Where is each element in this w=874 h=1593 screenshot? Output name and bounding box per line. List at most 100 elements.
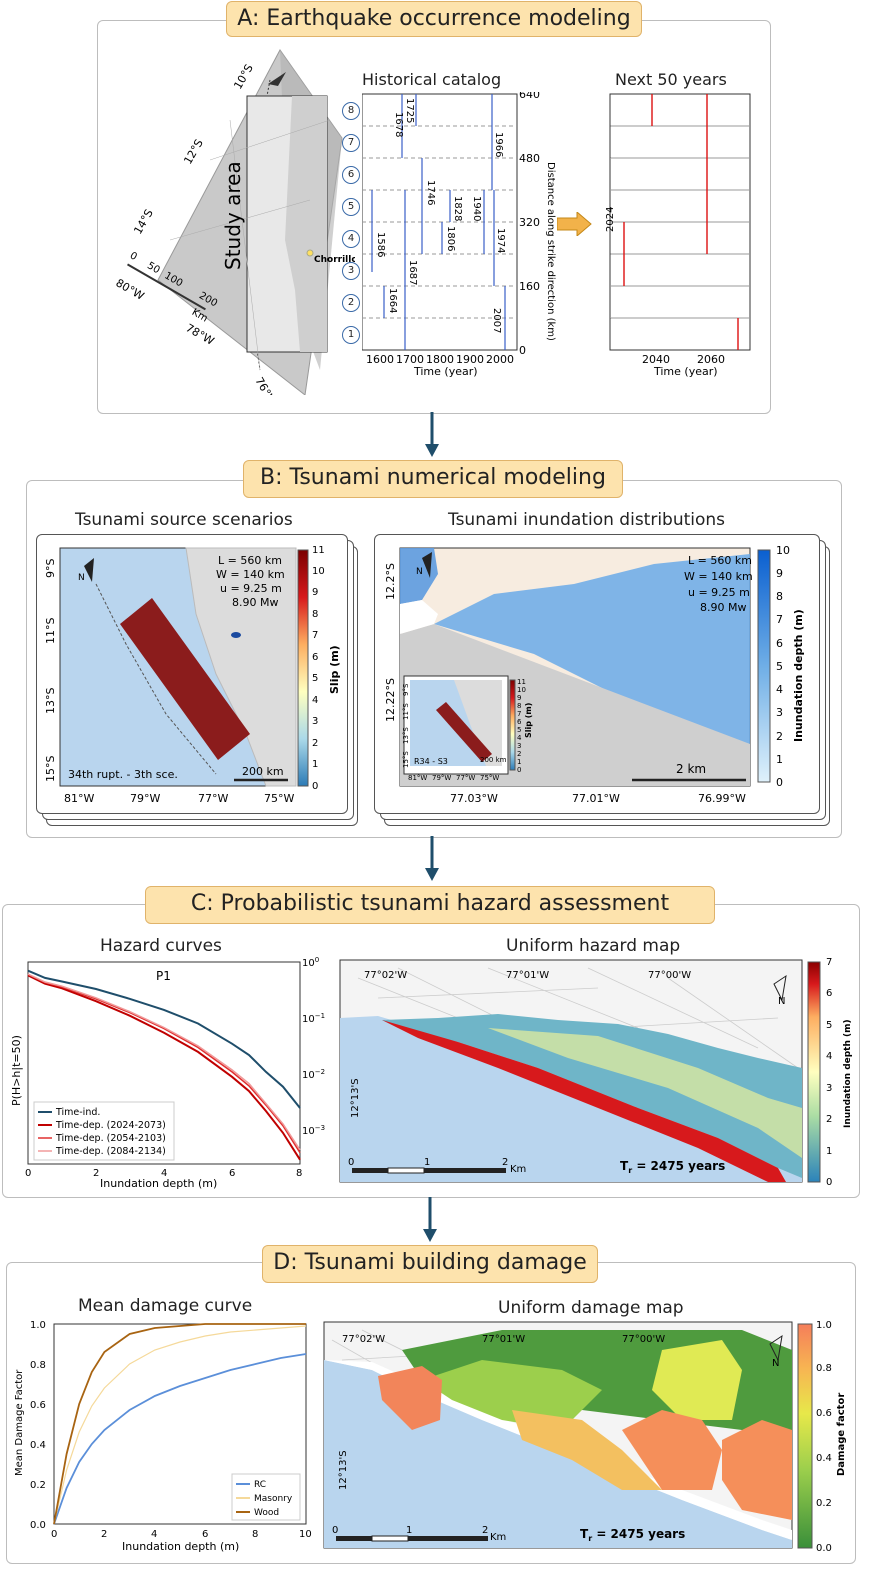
series-rc [53,1353,307,1525]
damage-zone-mixed [512,1410,662,1490]
segment-circle-2: 2 [342,294,360,312]
damage-legend-masonry: Masonry [254,1494,293,1504]
hazard-ytick-1e-3: 10−3 [302,1124,325,1137]
damage-curve-title: Mean damage curve [78,1296,253,1316]
event-label-1725: 1725 [404,98,415,123]
historical-catalog-chart: 1586 1664 1678 1687 1725 1746 1806 1828 … [362,92,556,377]
north-label: N [416,567,423,577]
coast-land [285,96,327,352]
north-arrow-icon [84,558,94,582]
inun-cb-tick-2: 2 [776,730,783,743]
damage-rp-sub: r [588,1534,592,1543]
section-b-title: B: Tsunami numerical modeling [243,460,623,498]
forecast-title: Next 50 years [615,70,727,89]
damage-scale-unit: Km [490,1532,506,1543]
event-label-1940: 1940 [471,196,482,221]
catalog-ytick-480: 480 [519,152,540,165]
lon-label-76w: 76°W [252,375,279,395]
inun-cb-tick-7: 7 [776,613,783,626]
hazard-cb-tick-5: 5 [826,1020,832,1031]
damage-rp-value: = 2475 years [592,1527,685,1541]
catalog-xtick-1900: 1900 [456,353,484,366]
hazard-cb-tick-0: 0 [826,1177,832,1188]
inun-cb-tick-6: 6 [776,637,783,650]
svg-text:Tr = 2475 years: Tr = 2475 years [580,1527,685,1543]
hazard-inundation-zone [382,1014,802,1178]
hazard-legend-1: Time-dep. (2024-2073) [55,1120,166,1131]
hazard-ytick-1e-2: 10−2 [302,1068,325,1081]
inset-cb-tick-3: 3 [517,742,521,750]
hazard-cb-tick-6: 6 [826,988,832,999]
hazard-cb-tick-3: 3 [826,1083,832,1094]
north-label: N [78,573,85,583]
damage-series-group [53,1323,307,1525]
damage-scale-bar: 0 1 2 Km [332,1525,506,1543]
inset-xtick-75w: 75°W [480,774,499,782]
hazard-cb-tick-2: 2 [826,1114,832,1125]
inundation-colorbar [757,549,771,783]
slip-colorbar-label: Slip (m) [328,645,341,694]
hazard-map-lon-3: 77°00'W [648,970,691,981]
lat-label-14s: 14°S [131,207,156,236]
series-time-dep-2024-2073- [27,974,301,1161]
catalog-xtick-1700: 1700 [396,353,424,366]
hazard-legend-3: Time-dep. (2084-2134) [55,1146,166,1157]
lon-label-80w: 80°W [114,276,147,303]
chorrillos-marker [306,249,314,257]
hazard-ytick-1e0: 100 [302,956,319,969]
inun-cb-tick-1: 1 [776,753,783,766]
inundation-map: R34 - S3 200 km Slip (m) 0 1 2 3 4 5 6 7… [384,544,805,805]
slip-tick-9: 9 [312,587,318,598]
forecast-chart: 2024 2040 2060 Time (year) [605,93,751,377]
series-wood [53,1323,306,1525]
catalog-title: Historical catalog [362,70,502,89]
damage-map-lat: 12°13'S [338,1450,349,1490]
hazard-map-lon-1: 77°02'W [364,970,407,981]
event-label-1828: 1828 [452,196,463,221]
hazard-map-north: N [778,996,785,1007]
inun-param-u: u = 9.25 m [688,586,750,599]
inset-colorbar-label: Slip (m) [524,703,533,738]
inun-param-l: L = 560 km [688,554,752,567]
catalog-ytick-640: 640 [519,92,540,101]
damage-zone-orange-left [378,1366,442,1430]
source-param-mw: 8.90 Mw [232,596,278,609]
inset-ytick-11s: 11°S [402,703,410,720]
hazard-xtick-4: 4 [161,1168,167,1179]
damage-scale-1: 1 [406,1525,412,1536]
source-ytick-11s: 11°S [44,618,57,644]
section-d-title: D: Tsunami building damage [262,1245,598,1283]
damage-legend-wood: Wood [254,1508,279,1518]
damage-scale-2: 2 [482,1525,488,1536]
inun-cb-tick-3: 3 [776,706,783,719]
inun-xtick-3: 76.99°W [698,792,746,805]
inun-scale-label: 2 km [676,762,706,776]
hazard-xtick-2: 2 [93,1168,99,1179]
damage-ytick-5: 1.0 [30,1320,46,1331]
damage-xtick-6: 6 [202,1529,208,1540]
source-scenario-label: 34th rupt. - 3th sce. [68,768,178,781]
inset-cb-tick-6: 6 [517,718,522,726]
rupture-rectangle [120,598,250,760]
hazard-scale-2: 2 [502,1157,508,1168]
hazard-scale-1: 1 [424,1157,430,1168]
damage-ytick-0: 0.0 [30,1520,46,1531]
damage-scale-0: 0 [332,1525,338,1536]
lat-label-10s: 10°S [231,62,256,91]
slip-tick-6: 6 [312,652,318,663]
north-arrow-icon [268,72,286,86]
inset-cb-tick-1: 1 [517,758,521,766]
hazard-legend [33,1101,175,1161]
hazard-ylabel: P(H>h|t=50) [10,1035,23,1106]
damage-ytick-2: 0.4 [30,1440,46,1451]
inset-scale: 200 km [480,756,507,764]
slip-tick-7: 7 [312,630,318,641]
damage-map-lon-2: 77°01'W [482,1334,525,1345]
source-xtick-75w: 75°W [264,792,294,805]
inset-cb-tick-5: 5 [517,726,521,734]
damage-zone-orange-center [622,1410,722,1490]
forecast-xtick-2060: 2060 [697,353,725,366]
damage-map-north: N [772,1358,779,1369]
inun-cb-tick-4: 4 [776,683,783,696]
damage-cb-tick-5: 1.0 [816,1320,832,1331]
